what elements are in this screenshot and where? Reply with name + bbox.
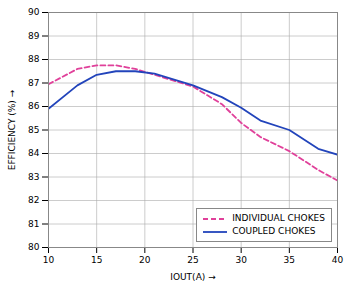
svg-text:83: 83 xyxy=(28,172,39,182)
html-text:INDIVIDUAL CHOKES: INDIVIDUAL CHOKES xyxy=(232,213,325,223)
svg-text:86: 86 xyxy=(28,101,40,111)
svg-text:84: 84 xyxy=(28,148,40,158)
svg-text:90: 90 xyxy=(28,7,40,17)
svg-text:10: 10 xyxy=(43,255,55,265)
svg-text:88: 88 xyxy=(28,54,40,64)
svg-text:85: 85 xyxy=(28,125,39,135)
svg-text:87: 87 xyxy=(28,78,39,88)
svg-text:15: 15 xyxy=(91,255,102,265)
svg-text:89: 89 xyxy=(28,31,40,41)
svg-text:EFFICIENCY (%) →: EFFICIENCY (%) → xyxy=(7,89,17,170)
svg-text:30: 30 xyxy=(235,255,247,265)
html-text:COUPLED CHOKES: COUPLED CHOKES xyxy=(232,226,316,236)
svg-text:81: 81 xyxy=(28,219,39,229)
svg-text:40: 40 xyxy=(332,255,344,265)
svg-text:20: 20 xyxy=(139,255,151,265)
svg-text:IOUT(A) →: IOUT(A) → xyxy=(170,272,216,282)
svg-text:25: 25 xyxy=(187,255,198,265)
svg-text:80: 80 xyxy=(28,242,40,252)
svg-text:35: 35 xyxy=(284,255,295,265)
svg-text:82: 82 xyxy=(28,195,39,205)
